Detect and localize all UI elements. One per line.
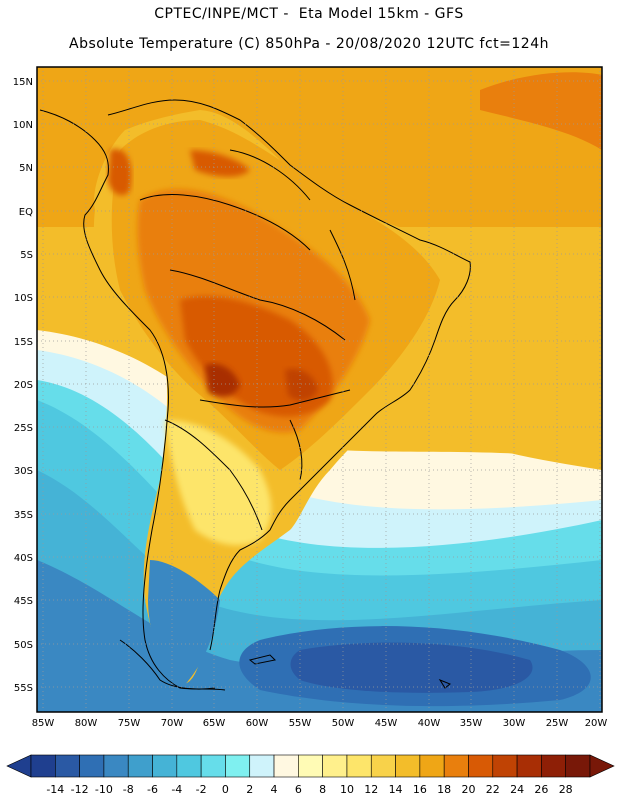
- coastlines-and-borders: [39, 99, 471, 691]
- colorbar-label: -4: [171, 783, 182, 796]
- colorbar-swatch: [225, 754, 251, 778]
- colorbar-label: 28: [559, 783, 573, 796]
- continent-land: [93, 110, 471, 690]
- colorbar-label: 12: [364, 783, 378, 796]
- lat-label: 10S: [14, 293, 33, 304]
- lat-label: 15S: [14, 337, 33, 348]
- colorbar-swatch: [249, 754, 275, 778]
- colorbar-swatch: [152, 754, 178, 778]
- colorbar-label: -10: [95, 783, 113, 796]
- colorbar-label: -6: [147, 783, 158, 796]
- lat-label: 5N: [19, 163, 33, 174]
- colorbar-label: 26: [534, 783, 548, 796]
- colorbar-label: -8: [123, 783, 134, 796]
- lat-label: 5S: [20, 250, 33, 261]
- lon-label: 70W: [161, 718, 184, 729]
- colorbar-swatch: [419, 754, 445, 778]
- colorbar-label: 24: [510, 783, 524, 796]
- lon-label: 45W: [375, 718, 398, 729]
- lon-label: 20W: [585, 718, 608, 729]
- colorbar-swatch: [200, 754, 226, 778]
- colorbar-swatch: [30, 754, 56, 778]
- colorbar-swatch: [395, 754, 421, 778]
- lon-label: 50W: [332, 718, 355, 729]
- colorbar-swatch: [273, 754, 299, 778]
- lon-label: 65W: [203, 718, 226, 729]
- colorbar: -14 -12 -10 -8 -6 -4 -2 0 2 4 6 8 10 12 14 16 18 20 22 24 26…: [6, 754, 615, 796]
- colorbar-swatch: [468, 754, 494, 778]
- colorbar-label: -14: [46, 783, 64, 796]
- lon-label: 75W: [118, 718, 141, 729]
- title-line-2: Absolute Temperature (C) 850hPa - 20/08/…: [69, 36, 549, 52]
- lon-label: 85W: [32, 718, 55, 729]
- temperature-field: [37, 67, 602, 712]
- colorbar-label: 20: [461, 783, 475, 796]
- colorbar-swatch: [492, 754, 518, 778]
- lat-label: 15N: [13, 77, 33, 88]
- lon-label: 55W: [289, 718, 312, 729]
- colorbar-swatch: [370, 754, 396, 778]
- colorbar-label: 14: [389, 783, 403, 796]
- lat-label: 40S: [14, 553, 33, 564]
- colorbar-label: 4: [271, 783, 278, 796]
- colorbar-label: 8: [319, 783, 326, 796]
- colorbar-label: -12: [71, 783, 89, 796]
- colorbar-swatch: [298, 754, 323, 778]
- latitude-labels: 15N 10N 5N EQ 5S 10S 15S 20S 25S 30S 35S…: [13, 77, 33, 694]
- lat-label: 10N: [13, 120, 33, 131]
- colorbar-swatch: [541, 754, 566, 778]
- colorbar-label: -2: [196, 783, 207, 796]
- colorbar-label: 0: [222, 783, 229, 796]
- colorbar-swatch: [322, 754, 348, 778]
- colorbar-label: 22: [486, 783, 500, 796]
- colorbar-swatch: [79, 754, 105, 778]
- colorbar-swatch: [127, 754, 153, 778]
- colorbar-swatch: [55, 754, 80, 778]
- lat-label: 20S: [14, 380, 33, 391]
- lat-label: 50S: [14, 640, 33, 651]
- lon-label: 40W: [418, 718, 441, 729]
- lon-label: 60W: [246, 718, 269, 729]
- colorbar-swatch: [443, 754, 469, 778]
- map-frame: [36, 66, 603, 713]
- colorbar-swatch: [565, 754, 591, 778]
- colorbar-swatch: [103, 754, 129, 778]
- colorbar-left-arrow: [6, 754, 32, 778]
- lat-label: EQ: [19, 207, 33, 218]
- lon-label: 80W: [75, 718, 98, 729]
- colorbar-label: 10: [340, 783, 354, 796]
- lat-label: 35S: [14, 510, 33, 521]
- lat-label: 45S: [14, 596, 33, 607]
- lat-label: 25S: [14, 423, 33, 434]
- lat-label: 55S: [14, 683, 33, 694]
- colorbar-label: 18: [437, 783, 451, 796]
- colorbar-right-arrow: [589, 754, 615, 778]
- colorbar-swatch: [176, 754, 202, 778]
- colorbar-swatch: [346, 754, 372, 778]
- lon-label: 25W: [546, 718, 569, 729]
- lon-label: 30W: [503, 718, 526, 729]
- colorbar-label: 6: [295, 783, 302, 796]
- colorbar-label: 2: [246, 783, 253, 796]
- longitude-labels: 85W 80W 75W 70W 65W 60W 55W 50W 45W 40W …: [32, 718, 608, 729]
- colorbar-label: 16: [413, 783, 427, 796]
- lon-label: 35W: [460, 718, 483, 729]
- colorbar-swatch: [516, 754, 542, 778]
- lat-label: 30S: [14, 466, 33, 477]
- title-line-1: CPTEC/INPE/MCT - Eta Model 15km - GFS: [154, 6, 464, 22]
